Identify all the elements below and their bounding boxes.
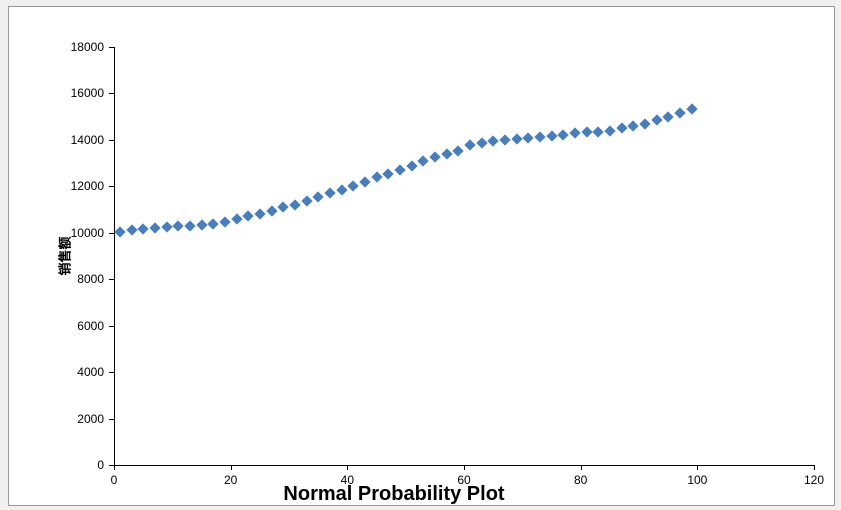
y-axis-label: 销售额 bbox=[55, 236, 74, 275]
y-tick bbox=[109, 233, 114, 234]
data-point bbox=[207, 219, 218, 230]
plot-area: 0204060801001200200040006000800010000120… bbox=[114, 47, 814, 465]
data-point bbox=[172, 221, 183, 232]
y-tick-label: 18000 bbox=[71, 40, 104, 54]
data-point bbox=[546, 131, 557, 142]
data-point bbox=[604, 125, 615, 136]
data-point bbox=[476, 137, 487, 148]
y-tick-label: 0 bbox=[97, 458, 104, 472]
x-tick bbox=[581, 465, 582, 470]
chart-frame: 0204060801001200200040006000800010000120… bbox=[8, 6, 835, 506]
y-tick-label: 4000 bbox=[77, 365, 104, 379]
data-point bbox=[487, 135, 498, 146]
data-point bbox=[581, 127, 592, 138]
y-tick bbox=[109, 372, 114, 373]
data-point bbox=[219, 217, 230, 228]
data-point bbox=[651, 114, 662, 125]
y-tick bbox=[109, 465, 114, 466]
data-point bbox=[534, 131, 545, 142]
data-point bbox=[114, 226, 125, 237]
y-tick bbox=[109, 419, 114, 420]
data-point bbox=[289, 199, 300, 210]
data-point bbox=[429, 152, 440, 163]
chart-title: Normal Probability Plot bbox=[283, 483, 504, 506]
data-point bbox=[464, 140, 475, 151]
data-point bbox=[242, 210, 253, 221]
data-point bbox=[674, 108, 685, 119]
data-point bbox=[231, 213, 242, 224]
data-point bbox=[417, 156, 428, 167]
x-tick bbox=[114, 465, 115, 470]
y-tick-label: 6000 bbox=[77, 319, 104, 333]
data-point bbox=[522, 132, 533, 143]
data-point bbox=[662, 111, 673, 122]
data-point bbox=[592, 126, 603, 137]
x-tick bbox=[697, 465, 698, 470]
data-point bbox=[616, 123, 627, 134]
data-point bbox=[324, 188, 335, 199]
data-point bbox=[627, 120, 638, 131]
data-point bbox=[359, 176, 370, 187]
data-point bbox=[196, 219, 207, 230]
x-tick bbox=[814, 465, 815, 470]
y-tick-label: 8000 bbox=[77, 272, 104, 286]
y-tick bbox=[109, 93, 114, 94]
x-tick-label: 100 bbox=[687, 473, 707, 487]
y-tick-label: 2000 bbox=[77, 412, 104, 426]
data-point bbox=[312, 192, 323, 203]
y-axis bbox=[114, 47, 115, 465]
data-point bbox=[686, 103, 697, 114]
data-point bbox=[301, 196, 312, 207]
data-point bbox=[382, 168, 393, 179]
x-tick-label: 120 bbox=[804, 473, 824, 487]
y-tick bbox=[109, 186, 114, 187]
y-tick-label: 14000 bbox=[71, 133, 104, 147]
data-point bbox=[569, 127, 580, 138]
data-point bbox=[371, 171, 382, 182]
data-point bbox=[394, 164, 405, 175]
data-point bbox=[347, 181, 358, 192]
data-point bbox=[254, 208, 265, 219]
y-tick bbox=[109, 279, 114, 280]
data-point bbox=[499, 134, 510, 145]
x-tick-label: 20 bbox=[224, 473, 237, 487]
data-point bbox=[277, 201, 288, 212]
y-tick bbox=[109, 47, 114, 48]
x-tick bbox=[464, 465, 465, 470]
data-point bbox=[336, 184, 347, 195]
data-point bbox=[161, 221, 172, 232]
data-point bbox=[639, 118, 650, 129]
data-point bbox=[137, 224, 148, 235]
y-tick bbox=[109, 326, 114, 327]
data-point bbox=[126, 225, 137, 236]
data-point bbox=[184, 220, 195, 231]
data-point bbox=[511, 133, 522, 144]
data-point bbox=[149, 222, 160, 233]
x-tick-label: 80 bbox=[574, 473, 587, 487]
data-point bbox=[452, 145, 463, 156]
data-point bbox=[266, 205, 277, 216]
y-tick-label: 16000 bbox=[71, 86, 104, 100]
data-point bbox=[406, 160, 417, 171]
x-tick-label: 0 bbox=[111, 473, 118, 487]
data-point bbox=[441, 149, 452, 160]
y-tick-label: 12000 bbox=[71, 179, 104, 193]
y-tick-label: 10000 bbox=[71, 226, 104, 240]
data-point bbox=[557, 129, 568, 140]
x-tick bbox=[347, 465, 348, 470]
x-tick bbox=[231, 465, 232, 470]
y-tick bbox=[109, 140, 114, 141]
